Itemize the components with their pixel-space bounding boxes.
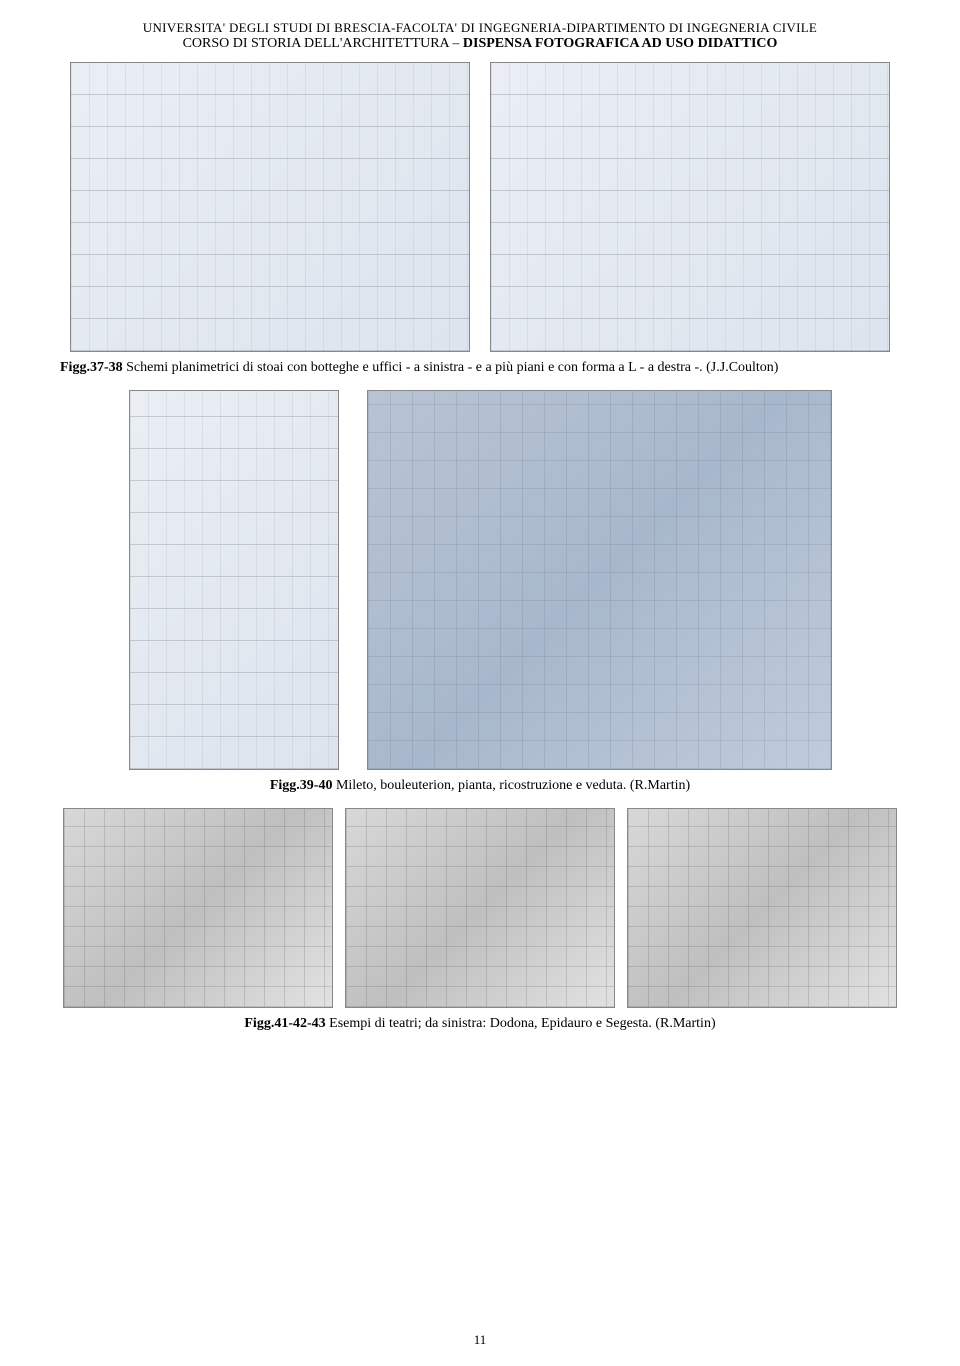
fig-41-dodona	[63, 808, 333, 1008]
figure-row-39-40	[60, 390, 900, 770]
fig-40-mileto-view	[367, 390, 832, 770]
caption-41-42-43-text: Esempi di teatri; da sinistra: Dodona, E…	[326, 1016, 716, 1031]
fig-42-epidauro	[345, 808, 615, 1008]
page-header: UNIVERSITA' DEGLI STUDI DI BRESCIA-FACOL…	[60, 20, 900, 52]
fig-38-stoai-right	[490, 62, 890, 352]
header-course: CORSO DI STORIA DELL'ARCHITETTURA –	[183, 36, 463, 51]
caption-37-38-text: Schemi planimetrici di stoai con bottegh…	[123, 360, 779, 375]
fig-39-mileto-plan	[129, 390, 339, 770]
header-line-1: UNIVERSITA' DEGLI STUDI DI BRESCIA-FACOL…	[60, 20, 900, 36]
caption-39-40: Figg.39-40 Mileto, bouleuterion, pianta,…	[60, 778, 900, 794]
figure-row-37-38	[60, 62, 900, 352]
caption-37-38-num: Figg.37-38	[60, 360, 123, 375]
caption-41-42-43-num: Figg.41-42-43	[244, 1016, 325, 1031]
header-title-bold: DISPENSA FOTOGRAFICA AD USO DIDATTICO	[463, 36, 778, 51]
page-number: 11	[0, 1332, 960, 1348]
caption-39-40-text: Mileto, bouleuterion, pianta, ricostruzi…	[332, 778, 690, 793]
header-line-2: CORSO DI STORIA DELL'ARCHITETTURA – DISP…	[60, 36, 900, 52]
figure-row-41-42-43	[60, 808, 900, 1008]
caption-39-40-num: Figg.39-40	[270, 778, 333, 793]
fig-43-segesta	[627, 808, 897, 1008]
fig-37-stoai-left	[70, 62, 470, 352]
caption-41-42-43: Figg.41-42-43 Esempi di teatri; da sinis…	[60, 1016, 900, 1032]
caption-37-38: Figg.37-38 Schemi planimetrici di stoai …	[60, 360, 900, 376]
